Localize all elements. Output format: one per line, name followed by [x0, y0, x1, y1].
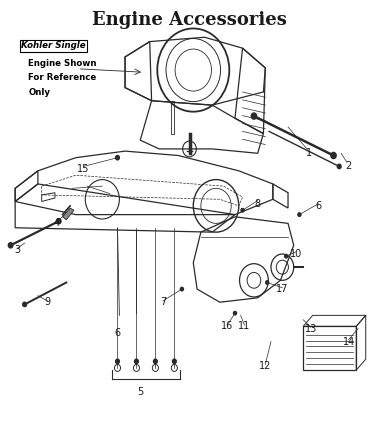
Circle shape [337, 164, 341, 169]
Text: 1: 1 [306, 148, 312, 158]
Text: 8: 8 [255, 199, 261, 208]
Text: 6: 6 [114, 328, 121, 338]
Circle shape [153, 359, 157, 364]
Circle shape [8, 243, 13, 248]
Circle shape [233, 311, 236, 315]
Circle shape [116, 359, 119, 364]
Text: For Reference: For Reference [28, 74, 97, 82]
Text: 12: 12 [259, 361, 271, 371]
Circle shape [180, 287, 183, 291]
Text: Engine Accessories: Engine Accessories [92, 11, 287, 29]
Text: 9: 9 [44, 297, 50, 307]
Text: Kohler Single: Kohler Single [21, 42, 86, 50]
Circle shape [172, 359, 176, 364]
Text: 7: 7 [160, 297, 166, 307]
Circle shape [298, 213, 301, 216]
Text: 16: 16 [221, 321, 233, 331]
Text: Only: Only [28, 88, 50, 97]
Text: 14: 14 [343, 337, 355, 346]
Text: 10: 10 [290, 249, 302, 259]
Circle shape [116, 155, 119, 160]
Text: 6: 6 [315, 201, 321, 211]
Circle shape [285, 254, 288, 258]
Polygon shape [63, 208, 74, 220]
Text: 4: 4 [54, 219, 60, 228]
Circle shape [135, 359, 138, 364]
Text: 11: 11 [238, 321, 251, 331]
Circle shape [266, 281, 269, 284]
Circle shape [251, 113, 257, 119]
Text: 15: 15 [77, 164, 89, 173]
Circle shape [23, 302, 27, 307]
Circle shape [241, 208, 244, 212]
Text: 13: 13 [305, 324, 317, 333]
Text: 3: 3 [14, 245, 20, 254]
Text: 17: 17 [276, 284, 288, 294]
Circle shape [56, 219, 61, 224]
Text: 2: 2 [346, 162, 352, 171]
Text: 5: 5 [137, 387, 143, 397]
Circle shape [331, 152, 336, 159]
Text: Engine Shown: Engine Shown [28, 59, 97, 68]
